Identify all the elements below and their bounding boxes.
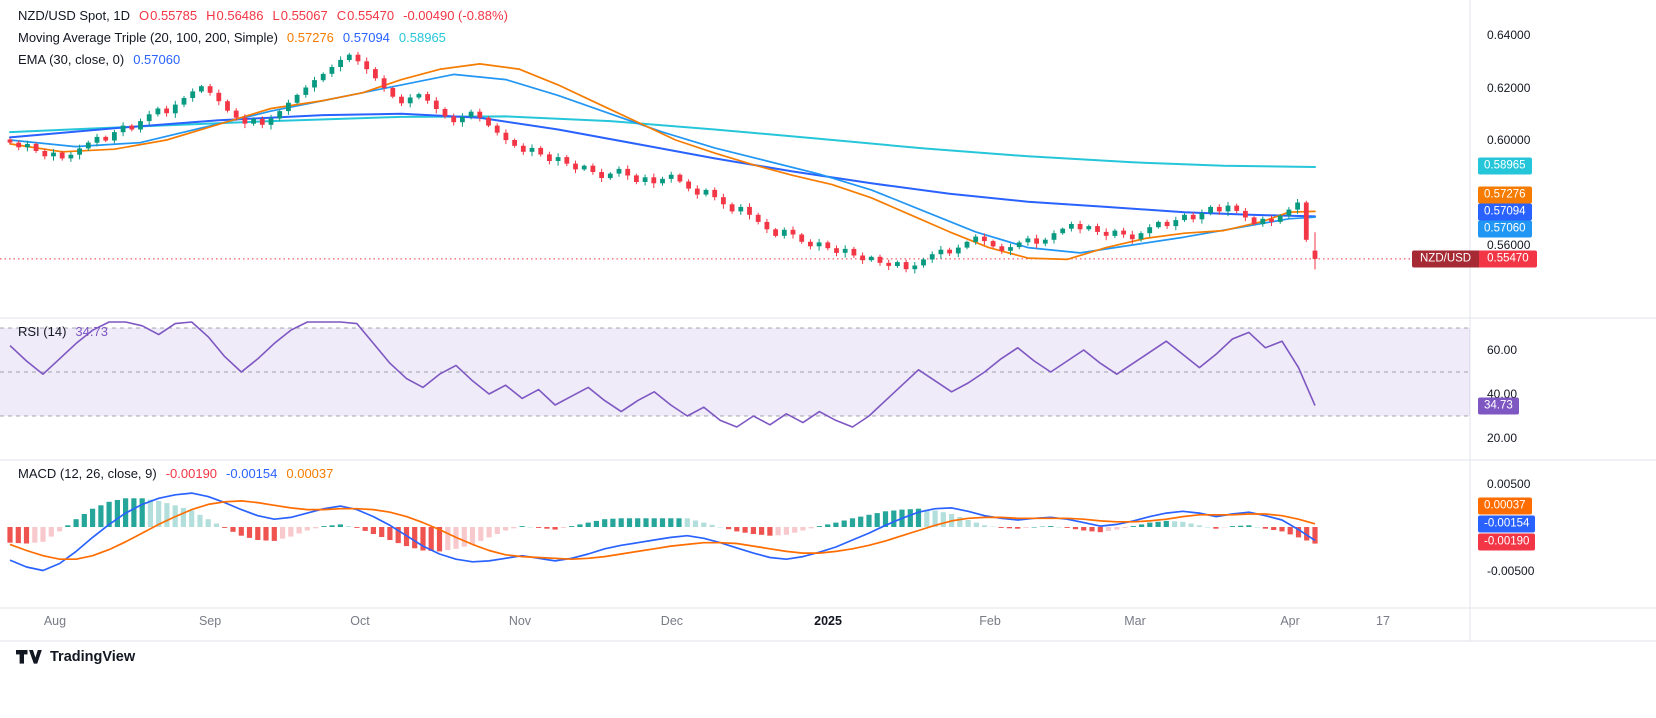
ma200-value: 0.58965 [398, 30, 446, 45]
time-axis[interactable] [0, 608, 1470, 641]
ohlc-low: L 0.55067 [273, 8, 328, 24]
tradingview-logo-icon[interactable] [16, 649, 42, 665]
ema-indicator-title[interactable]: EMA (30, close, 0) [18, 52, 125, 67]
macd-panel[interactable] [0, 460, 1470, 608]
macd-legend: MACD (12, 26, close, 9) -0.00190 -0.0015… [18, 466, 333, 482]
ohlc-close-value: 0.55470 [347, 8, 395, 23]
ohlc-open-label: O [138, 8, 150, 23]
ma20-value: 0.57276 [286, 30, 334, 45]
ema-legend-row: EMA (30, close, 0) 0.57060 [18, 52, 508, 68]
ema30-value: 0.57060 [133, 52, 181, 67]
rsi-panel[interactable] [0, 318, 1470, 460]
rsi-indicator-title[interactable]: RSI (14) [18, 324, 67, 339]
ohlc-high-value: 0.56486 [216, 8, 264, 23]
macd-line-value: -0.00154 [226, 466, 278, 481]
ohlc-high: H 0.56486 [206, 8, 263, 24]
rsi-legend: RSI (14) 34.73 [18, 324, 108, 340]
macd-indicator-title[interactable]: MACD (12, 26, close, 9) [18, 466, 157, 481]
ma-indicator-title[interactable]: Moving Average Triple (20, 100, 200, Sim… [18, 30, 278, 45]
ohlc-low-label: L [272, 8, 280, 23]
macd-hist-value: -0.00190 [165, 466, 218, 481]
symbol-title[interactable]: NZD/USD Spot, 1D [18, 8, 130, 23]
main-legend: NZD/USD Spot, 1D O 0.55785 H 0.56486 L 0.55… [18, 8, 508, 68]
macd-signal-value: 0.00037 [286, 466, 334, 481]
rsi-value: 34.73 [75, 324, 108, 339]
ma-legend-row: Moving Average Triple (20, 100, 200, Sim… [18, 30, 508, 46]
ohlc-close: C 0.55470 [337, 8, 394, 24]
ohlc-close-label: C [336, 8, 347, 23]
ohlc-open: O 0.55785 [139, 8, 197, 24]
change-value: -0.00490 (-0.88%) [403, 8, 508, 23]
ohlc-open-value: 0.55785 [150, 8, 198, 23]
ohlc-low-value: 0.55067 [280, 8, 328, 23]
ohlc-high-label: H [206, 8, 216, 23]
brand-name[interactable]: TradingView [50, 649, 136, 665]
footer: TradingView [16, 649, 135, 665]
ma100-value: 0.57094 [342, 30, 390, 45]
symbol-legend-row: NZD/USD Spot, 1D O 0.55785 H 0.56486 L 0.55… [18, 8, 508, 24]
price-axis[interactable] [1470, 0, 1656, 641]
